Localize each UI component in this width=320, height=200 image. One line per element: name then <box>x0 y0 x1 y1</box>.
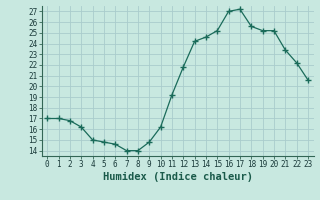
X-axis label: Humidex (Indice chaleur): Humidex (Indice chaleur) <box>103 172 252 182</box>
